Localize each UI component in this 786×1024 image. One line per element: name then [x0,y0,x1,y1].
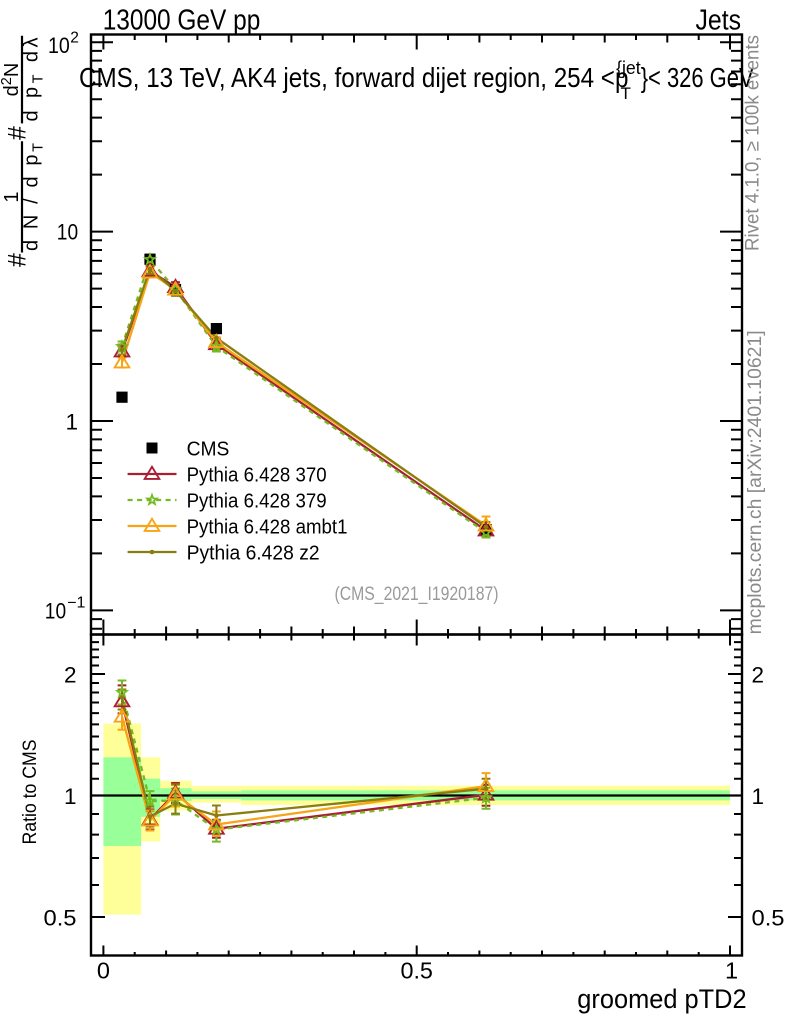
svg-text:groomed pTD2: groomed pTD2 [577,984,746,1014]
svg-text:CMS: CMS [187,437,230,460]
svg-text:0.5: 0.5 [752,905,785,930]
svg-text:d pT dλ: d pT dλ [21,38,47,122]
svg-text:0.5: 0.5 [400,958,433,984]
svg-text:Ratio to CMS: Ratio to CMS [20,740,41,845]
svg-text:#: # [4,253,32,267]
svg-text:T: T [621,84,631,103]
svg-text:2: 2 [752,662,765,687]
svg-text:Jets: Jets [696,5,742,37]
svg-text:1: 1 [65,409,78,434]
svg-text:}< 326 GeV: }< 326 GeV [641,62,754,93]
svg-text:1: 1 [64,784,77,809]
svg-text:d2N: d2N [0,63,23,97]
svg-text:(CMS_2021_I1920187): (CMS_2021_I1920187) [335,584,499,605]
svg-text:Pythia 6.428 370: Pythia 6.428 370 [187,463,327,486]
svg-text:2: 2 [70,30,79,47]
svg-text:CMS, 13 TeV, AK4 jets, forward: CMS, 13 TeV, AK4 jets, forward dijet reg… [79,62,628,93]
svg-text:1: 1 [752,784,765,809]
svg-text:10: 10 [48,33,70,58]
svg-text:10: 10 [57,219,78,244]
svg-text:Pythia 6.428 z2: Pythia 6.428 z2 [187,541,320,564]
svg-text:2: 2 [64,662,77,687]
svg-text:13000 GeV pp: 13000 GeV pp [103,5,261,37]
svg-text:0.5: 0.5 [44,905,77,930]
svg-text:Pythia 6.428 ambt1: Pythia 6.428 ambt1 [187,515,348,538]
svg-text:−1: −1 [67,595,85,612]
svg-text:0: 0 [97,958,110,984]
svg-text:#: # [4,126,32,140]
svg-text:10: 10 [45,598,66,623]
svg-text:mcplots.cern.ch [arXiv:2401.10: mcplots.cern.ch [arXiv:2401.10621] [744,330,766,634]
svg-text:{jet: {jet [616,57,641,78]
svg-text:1: 1 [725,958,738,984]
svg-text:1: 1 [1,191,23,202]
svg-text:Pythia 6.428 379: Pythia 6.428 379 [187,489,327,512]
svg-text:Rivet 4.1.0, ≥ 100k events: Rivet 4.1.0, ≥ 100k events [742,35,764,251]
